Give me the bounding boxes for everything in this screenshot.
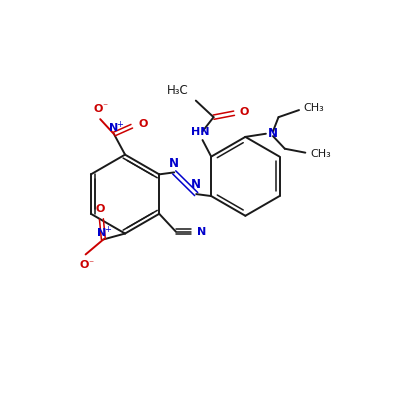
- Text: +: +: [104, 225, 111, 234]
- Text: CH₃: CH₃: [304, 104, 324, 114]
- Text: +: +: [116, 120, 123, 129]
- Text: O: O: [139, 119, 148, 129]
- Text: ⁻: ⁻: [102, 102, 108, 112]
- Text: N: N: [268, 127, 278, 140]
- Text: ⁻: ⁻: [88, 259, 93, 269]
- Text: O: O: [96, 204, 105, 214]
- Text: N: N: [191, 178, 201, 191]
- Text: N: N: [169, 157, 179, 170]
- Text: O: O: [94, 104, 103, 114]
- Text: N: N: [197, 226, 206, 236]
- Text: O: O: [79, 260, 89, 270]
- Text: CH₃: CH₃: [310, 149, 331, 159]
- Text: H₃C: H₃C: [167, 84, 189, 97]
- Text: O: O: [240, 107, 249, 117]
- Text: N: N: [109, 122, 119, 132]
- Text: HN: HN: [191, 127, 210, 137]
- Text: N: N: [97, 228, 106, 238]
